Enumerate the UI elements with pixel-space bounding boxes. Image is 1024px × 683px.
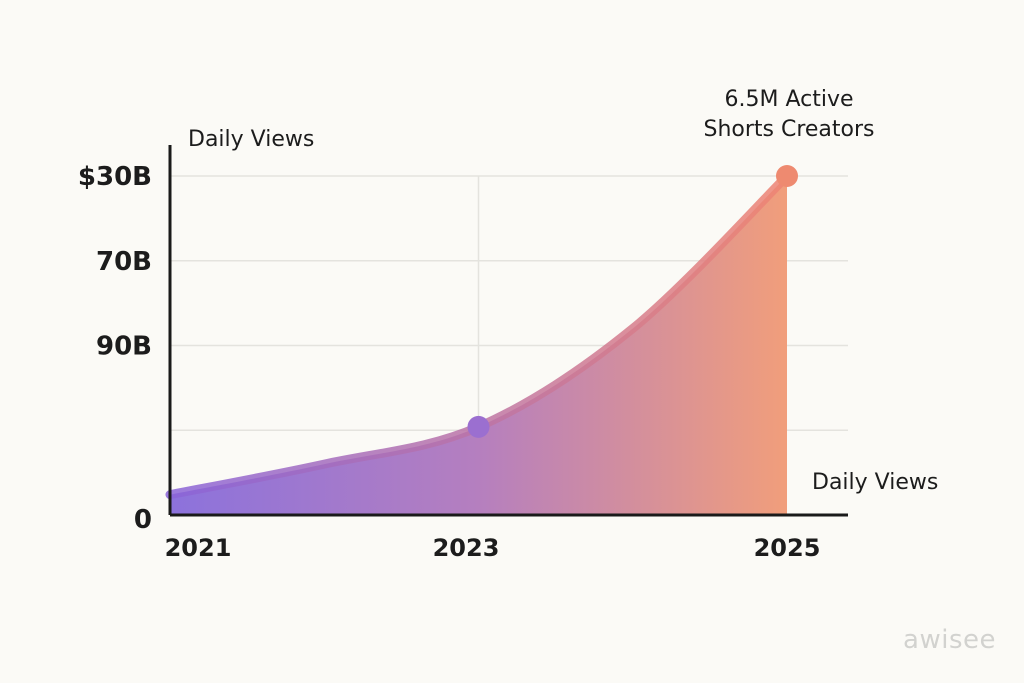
y-tick-label: $30B <box>78 162 152 192</box>
x-tick-label: 2023 <box>433 534 500 562</box>
y-axis-title: Daily Views <box>188 127 314 152</box>
axes <box>168 145 848 517</box>
x-axis-ticks: 2021 2023 2025 <box>165 534 821 562</box>
y-tick-label: 70B <box>96 247 152 277</box>
data-point-marker <box>776 165 798 187</box>
markers <box>467 165 798 438</box>
x-tick-label: 2021 <box>165 534 232 562</box>
y-axis-ticks: 0 90B 70B $30B <box>78 162 152 535</box>
y-tick-label: 90B <box>96 332 152 362</box>
watermark-logo: awisee <box>903 625 996 655</box>
x-tick-label: 2025 <box>754 534 821 562</box>
area-fill <box>170 176 787 515</box>
y-tick-label: 0 <box>134 505 152 535</box>
annotation: 6.5M Active Shorts Creators <box>703 87 874 142</box>
x-axis-title: Daily Views <box>812 470 938 495</box>
annotation-line: 6.5M Active <box>724 87 853 112</box>
annotation-line: Shorts Creators <box>703 117 874 142</box>
data-point-marker <box>467 415 490 438</box>
